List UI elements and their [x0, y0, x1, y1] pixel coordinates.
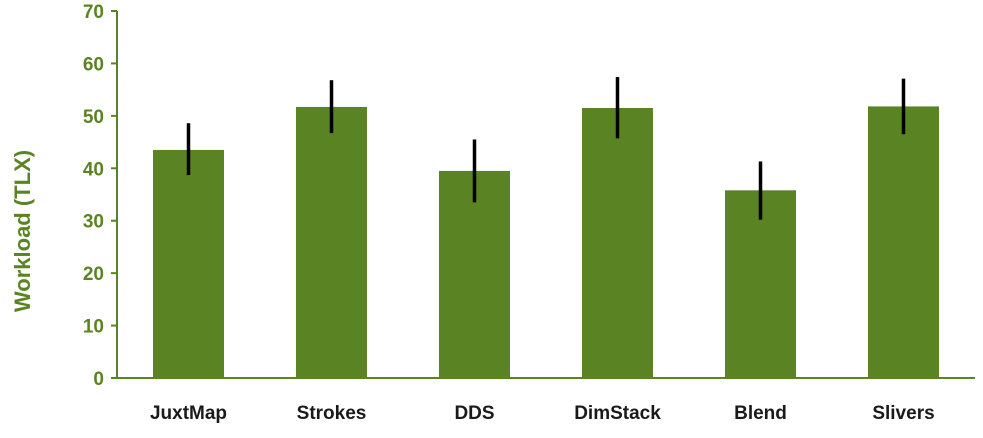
- y-tick-label: 50: [83, 107, 104, 128]
- y-tick-label: 0: [93, 369, 104, 390]
- x-tick-label: Slivers: [872, 403, 934, 424]
- bar: [725, 190, 796, 378]
- y-tick-label: 70: [83, 2, 104, 23]
- y-tick-label: 20: [83, 264, 104, 285]
- plot-area: 0 10 20 30 40 50 60 70 JuxtMap Strokes DDS DimStack…: [83, 2, 975, 424]
- y-tick-label: 40: [83, 159, 104, 180]
- y-axis-title: Workload (TLX): [10, 150, 35, 312]
- y-tick-label: 60: [83, 54, 104, 75]
- bar: [439, 170, 510, 378]
- y-tick-label: 10: [83, 317, 104, 338]
- y-tick-label: 30: [83, 212, 104, 233]
- x-tick-label: DimStack: [574, 403, 661, 424]
- bar: [582, 107, 653, 378]
- x-tick-label: Blend: [734, 403, 787, 424]
- bar: [296, 106, 367, 379]
- x-tick-label: DDS: [454, 403, 494, 424]
- y-axis-title-group: Workload (TLX): [10, 150, 35, 312]
- x-tick-label: JuxtMap: [150, 403, 227, 424]
- x-tick-label: Strokes: [297, 403, 367, 424]
- bar: [868, 106, 939, 379]
- bar: [153, 149, 224, 378]
